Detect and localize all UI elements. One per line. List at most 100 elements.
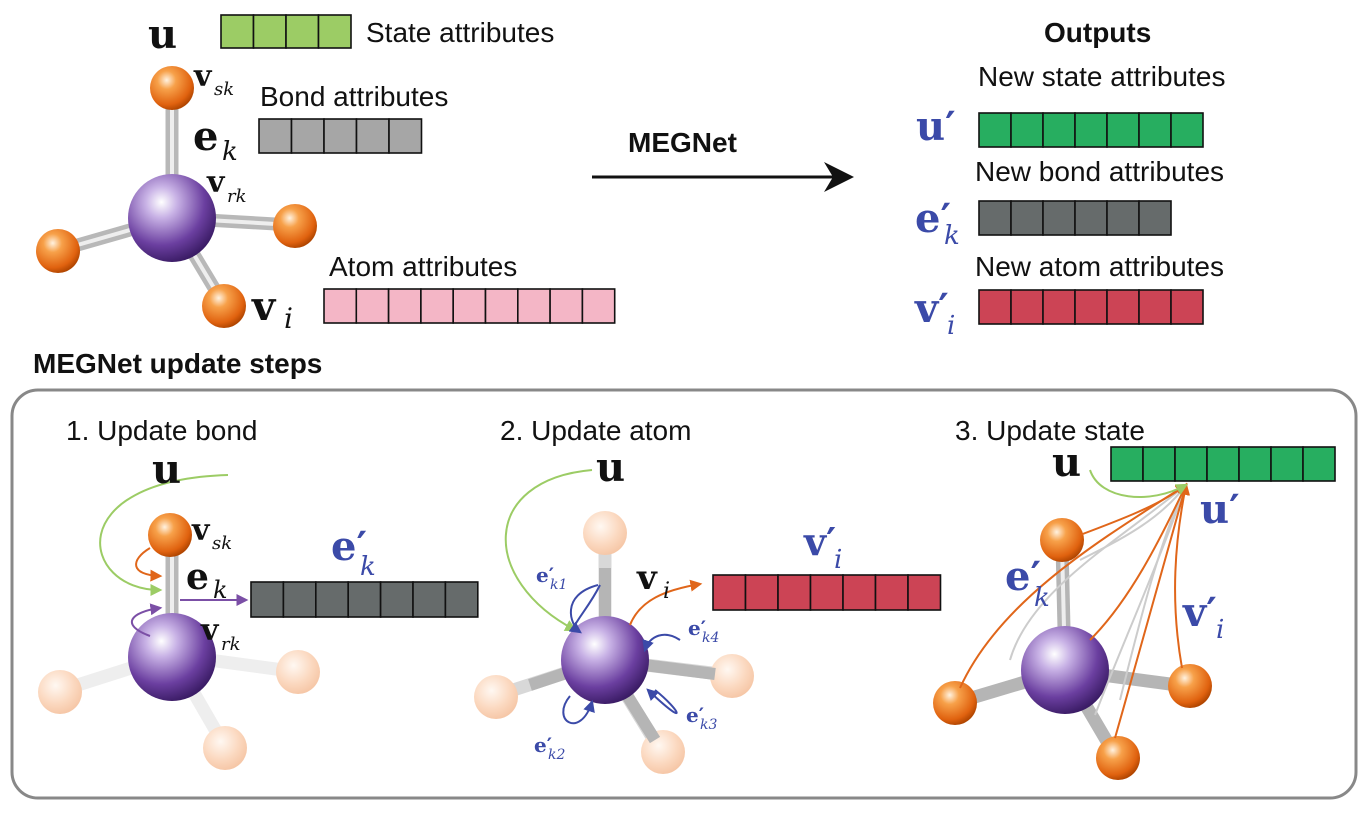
bond-attributes-bar [258, 118, 423, 154]
attribute-cell [323, 288, 358, 324]
attribute-cell [1170, 112, 1204, 148]
step3-update-state: 3. Update state u u′ e′ k v′ i [933, 415, 1336, 780]
atom-to-output-arrow [629, 579, 703, 626]
attribute-cell [250, 581, 285, 618]
step1-output-symbol: e′ [331, 523, 367, 570]
attribute-cell [1302, 446, 1336, 482]
attribute-cell [1206, 446, 1240, 482]
attribute-cell [1042, 200, 1076, 236]
step1-title: 1. Update bond [66, 415, 258, 446]
attribute-cell [1106, 200, 1140, 236]
attribute-cell [412, 581, 447, 618]
attribute-cell [420, 288, 454, 324]
attribute-cell [978, 112, 1012, 148]
receiver-atom-subscript: rk [227, 186, 247, 207]
attribute-cell [1138, 200, 1172, 236]
step3-title: 3. Update state [955, 415, 1145, 446]
ligand-atom [202, 284, 246, 328]
center-atom [1021, 626, 1109, 714]
step1-new-bond-bar [250, 581, 479, 618]
attribute-cell [220, 14, 255, 49]
edge-k3-symbol: e′ [686, 703, 704, 727]
step3-e-subscript: k [1034, 583, 1050, 613]
attribute-cell [1042, 289, 1076, 325]
step1-output-subscript: k [360, 552, 376, 582]
state-attributes-bar [220, 14, 352, 49]
new-state-symbol: u′ [916, 103, 956, 150]
edge-k1-arrow [568, 584, 599, 634]
step1-update-bond: 1. Update bond u v sk e k v rk e′ k [38, 415, 479, 770]
attribute-cell [549, 288, 584, 324]
input-molecule [36, 66, 317, 328]
step3-new-state-bar [1110, 446, 1336, 482]
attribute-cell [809, 574, 844, 611]
state-to-state-arrow [1089, 469, 1189, 498]
attribute-cell [452, 288, 487, 324]
new-bond-symbol: e′ [915, 195, 951, 242]
attribute-cell [484, 288, 519, 324]
atom-to-state-arrow [1174, 482, 1191, 669]
new-bond-subscript: k [944, 221, 960, 251]
attribute-cell [978, 200, 1012, 236]
edge-k1-symbol: e′ [536, 563, 554, 587]
step2-output-subscript: i [834, 545, 842, 575]
attribute-cell [978, 289, 1012, 325]
attribute-cell [314, 581, 349, 618]
atom-attributes-label: Atom attributes [329, 251, 517, 282]
atom-symbol: v [251, 283, 277, 330]
ligand-atom [150, 66, 194, 110]
receiver-atom-symbol: v [206, 165, 226, 200]
step3-e-symbol: e′ [1005, 553, 1041, 600]
bond-symbol: e [193, 113, 218, 160]
attribute-cell [387, 288, 422, 324]
ligand-atom [1040, 518, 1084, 562]
attribute-cell [285, 14, 320, 49]
step2-v-symbol: v [636, 558, 658, 598]
step2-update-atom: 2. Update atom u v i v′ i e′ k1 e′ k2 e′ [474, 415, 942, 774]
attribute-cell [581, 288, 616, 324]
new-bond-label: New bond attributes [975, 156, 1224, 187]
step3-v-symbol: v′ [1182, 589, 1217, 636]
attribute-cell [1074, 112, 1108, 148]
attribute-cell [258, 118, 293, 154]
attribute-cell [1010, 289, 1044, 325]
ligand-atom [933, 681, 977, 725]
step1-vs-subscript: sk [212, 533, 232, 554]
attribute-cell [1042, 112, 1076, 148]
new-state-label: New state attributes [978, 61, 1225, 92]
state-symbol: u [148, 11, 177, 58]
sender-atom-subscript: sk [214, 79, 234, 100]
edge-k4-arrow [642, 633, 681, 653]
edge-k3-arrow [646, 688, 678, 714]
attribute-cell [1138, 112, 1172, 148]
edge-k4-subscript: k4 [702, 630, 719, 646]
attribute-cell [744, 574, 779, 611]
attribute-cell [444, 581, 479, 618]
new-bond-bar [978, 200, 1172, 236]
step2-new-atom-bar [712, 574, 942, 611]
ligand-atom [1168, 664, 1212, 708]
attribute-cell [516, 288, 551, 324]
edge-k3-subscript: k3 [700, 717, 717, 733]
edge-k4-symbol: e′ [688, 616, 706, 640]
atom-subscript: i [284, 302, 293, 335]
step1-vs-symbol: v [191, 513, 211, 548]
attribute-cell [317, 14, 352, 49]
atom-to-state-arrow [959, 483, 1189, 689]
attribute-cell [388, 118, 423, 154]
new-atom-subscript: i [947, 311, 955, 341]
step1-vr-subscript: rk [221, 634, 241, 655]
new-state-bar [978, 112, 1204, 148]
attribute-cell [712, 574, 747, 611]
step1-e-symbol: e [186, 556, 209, 598]
attribute-cell [1270, 446, 1304, 482]
step1-vr-symbol: v [200, 613, 220, 648]
edge-k2-subscript: k2 [548, 747, 565, 763]
ligand-atom [1096, 736, 1140, 780]
attribute-cell [842, 574, 877, 611]
state-to-atom-arrow [504, 469, 593, 632]
ligand-atom [273, 204, 317, 248]
attribute-cell [1170, 289, 1204, 325]
